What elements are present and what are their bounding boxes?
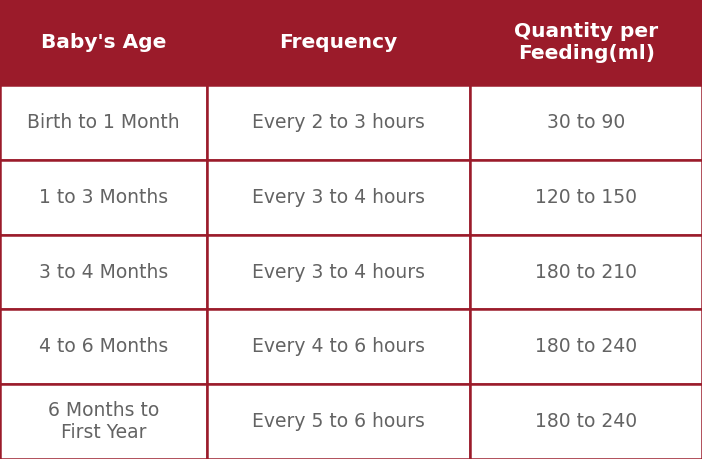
- Bar: [207, 384, 470, 459]
- Text: 180 to 210: 180 to 210: [535, 263, 637, 281]
- Bar: [0, 85, 207, 160]
- Bar: [470, 384, 702, 459]
- Bar: [207, 309, 470, 384]
- Bar: [470, 235, 702, 309]
- Bar: [470, 85, 702, 160]
- Text: Every 3 to 4 hours: Every 3 to 4 hours: [252, 263, 425, 281]
- Text: 180 to 240: 180 to 240: [535, 337, 637, 356]
- Bar: [470, 160, 702, 235]
- Bar: [0, 384, 207, 459]
- Bar: [0, 235, 207, 309]
- Bar: [0, 0, 207, 85]
- Text: Baby's Age: Baby's Age: [41, 33, 166, 52]
- Bar: [207, 85, 470, 160]
- Text: Every 4 to 6 hours: Every 4 to 6 hours: [252, 337, 425, 356]
- Bar: [0, 309, 207, 384]
- Text: 1 to 3 Months: 1 to 3 Months: [39, 188, 168, 207]
- Text: Frequency: Frequency: [279, 33, 398, 52]
- Text: 4 to 6 Months: 4 to 6 Months: [39, 337, 168, 356]
- Text: 30 to 90: 30 to 90: [547, 113, 625, 132]
- Text: Birth to 1 Month: Birth to 1 Month: [27, 113, 180, 132]
- Text: Every 2 to 3 hours: Every 2 to 3 hours: [252, 113, 425, 132]
- Text: Quantity per
Feeding(ml): Quantity per Feeding(ml): [514, 22, 658, 63]
- Text: 3 to 4 Months: 3 to 4 Months: [39, 263, 168, 281]
- Text: Every 3 to 4 hours: Every 3 to 4 hours: [252, 188, 425, 207]
- Text: 6 Months to
First Year: 6 Months to First Year: [48, 401, 159, 442]
- Text: 180 to 240: 180 to 240: [535, 412, 637, 431]
- Text: Every 5 to 6 hours: Every 5 to 6 hours: [252, 412, 425, 431]
- Bar: [207, 160, 470, 235]
- Bar: [0, 160, 207, 235]
- Bar: [470, 0, 702, 85]
- Text: 120 to 150: 120 to 150: [535, 188, 637, 207]
- Bar: [207, 0, 470, 85]
- Bar: [207, 235, 470, 309]
- Bar: [470, 309, 702, 384]
